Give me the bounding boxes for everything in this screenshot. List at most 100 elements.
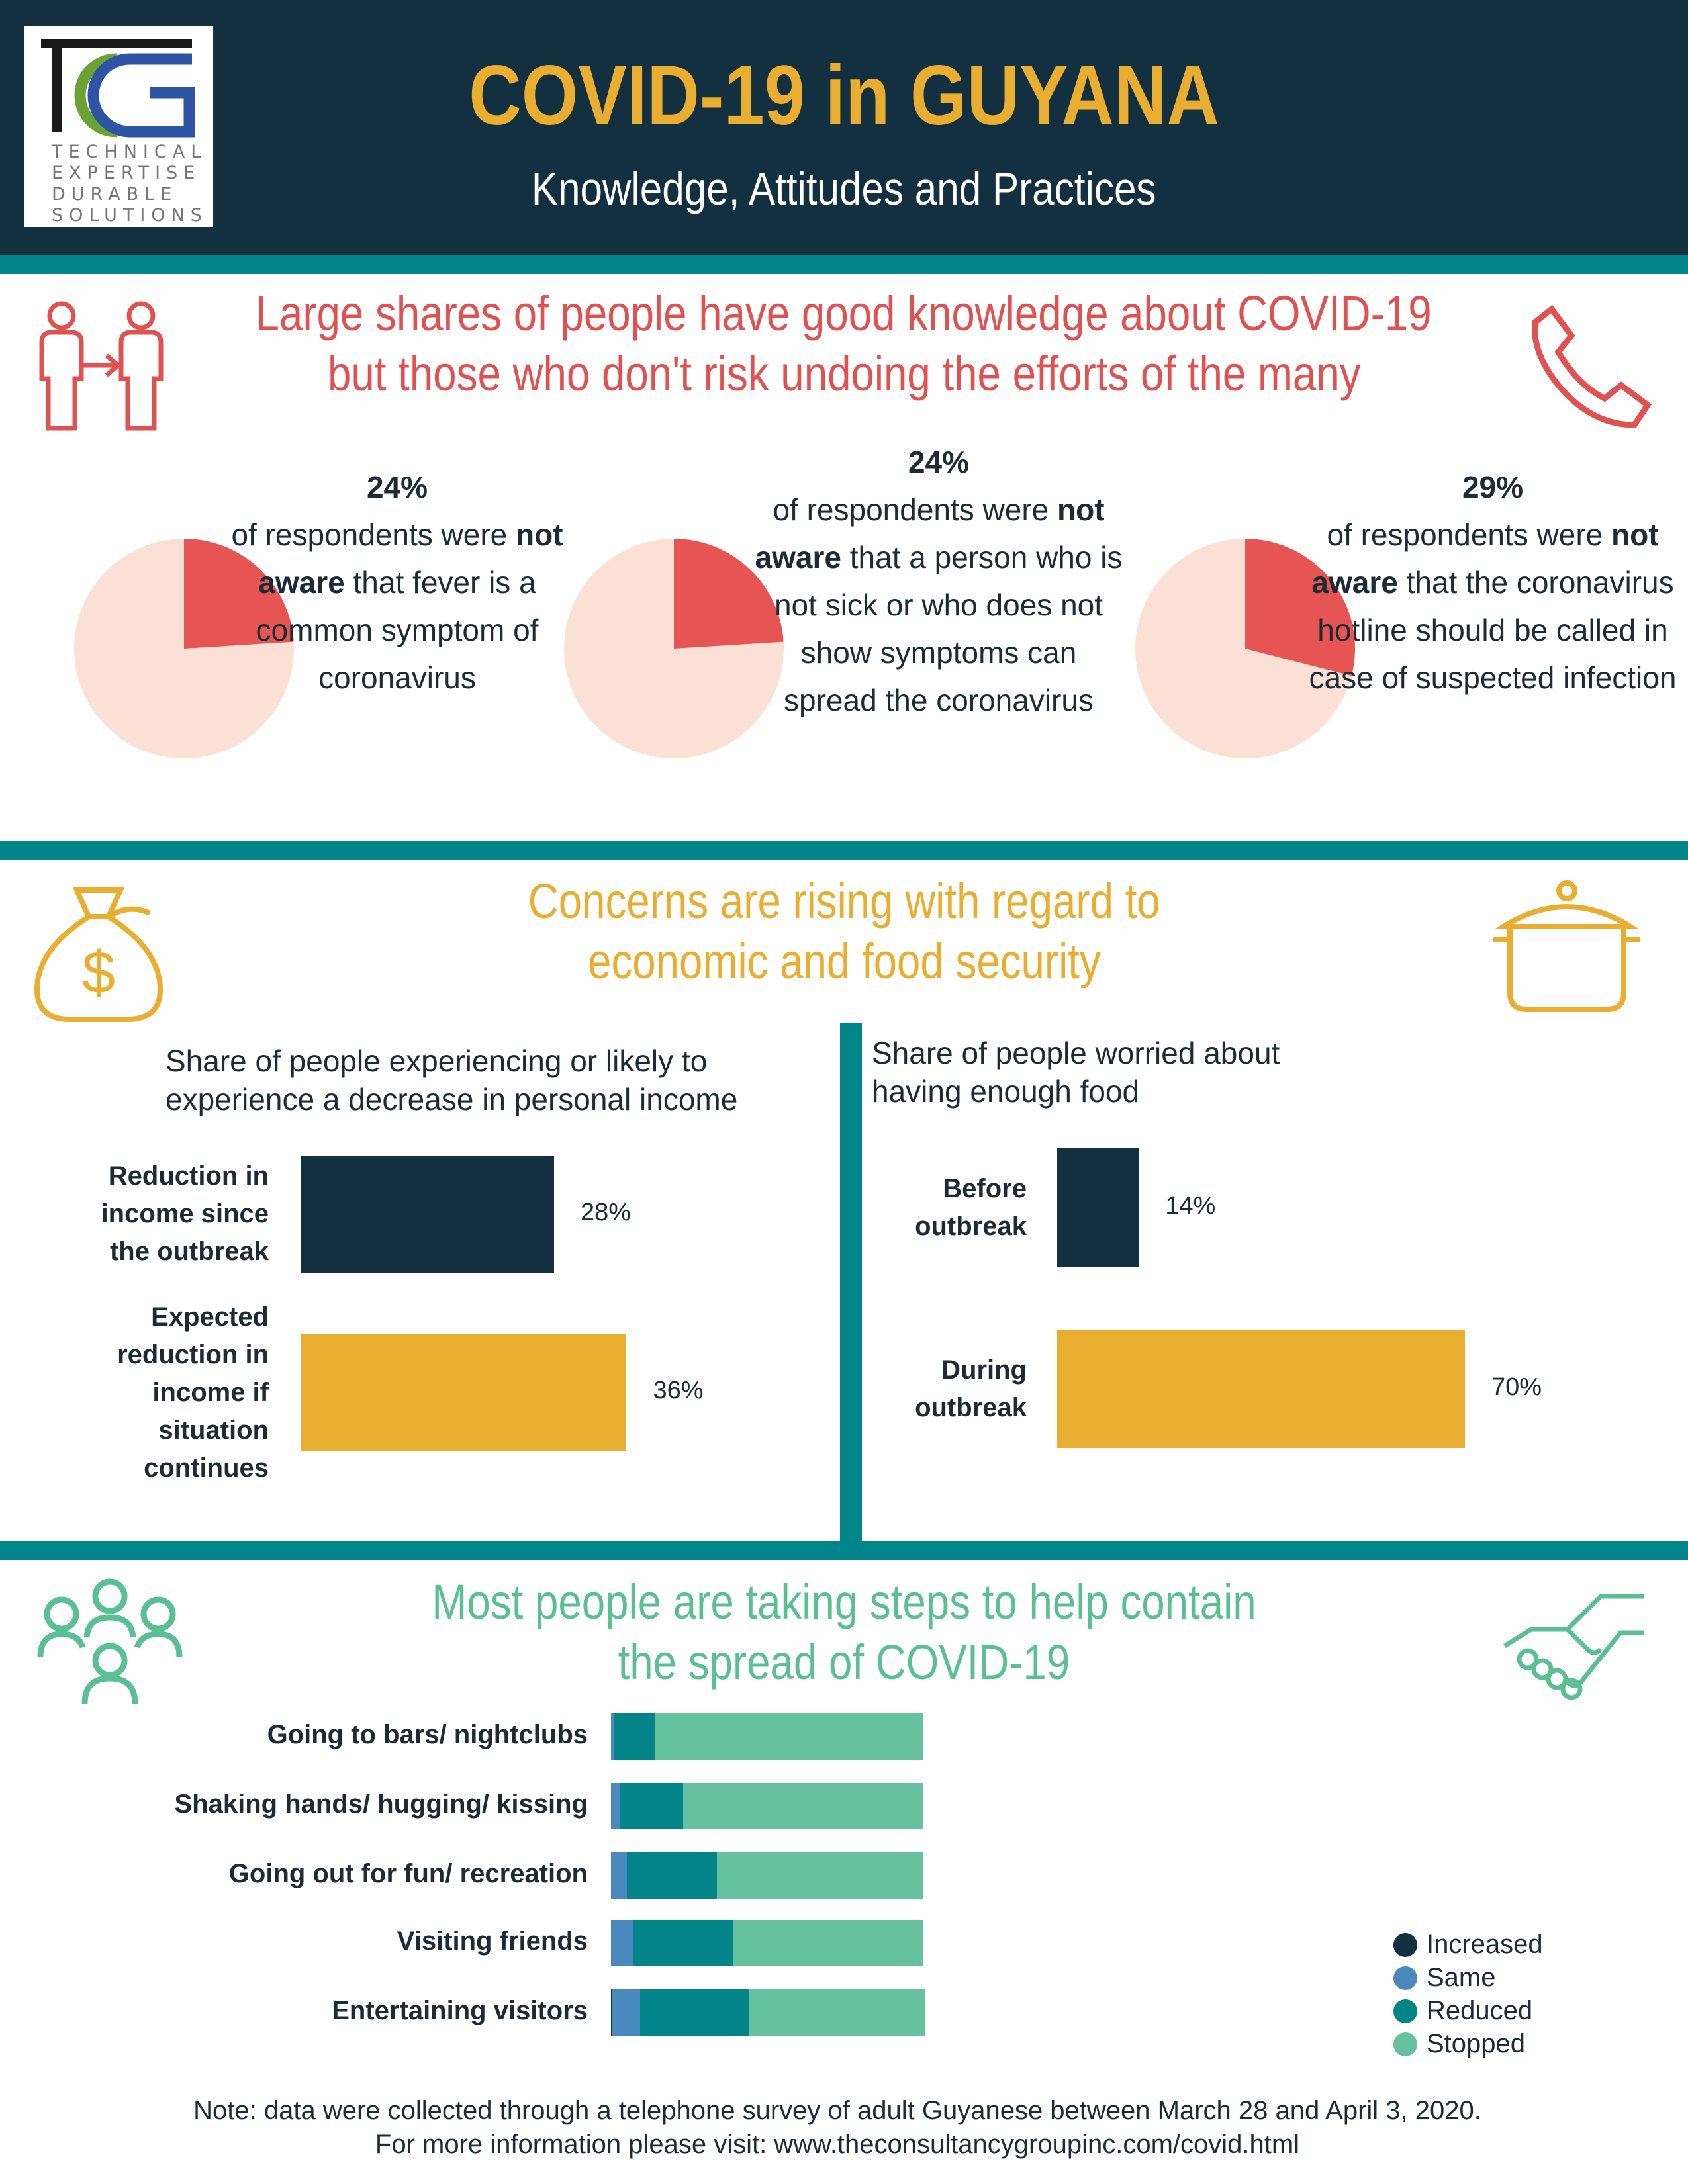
page-subtitle: Knowledge, Attitudes and Practices — [532, 163, 1156, 214]
page-title: COVID-19 in GUYANA — [469, 48, 1219, 143]
stacked-segment-same — [611, 1852, 628, 1899]
section3-headline: Most people are taking steps to help con… — [432, 1574, 1256, 1690]
caption-text: of respondents were — [231, 518, 516, 552]
svg-text:SOLUTIONS: SOLUTIONS — [52, 205, 208, 226]
caption-text: of respondents were — [773, 492, 1058, 527]
bar — [1057, 1330, 1465, 1448]
legend-label: Reduced — [1427, 1996, 1533, 2025]
pie-chart — [74, 539, 294, 758]
group-people-icon — [37, 1578, 183, 1704]
svg-text:TECHNICAL: TECHNICAL — [51, 142, 207, 162]
bar-label-line: situation — [158, 1415, 269, 1445]
bar-label-line: the outbreak — [109, 1237, 269, 1266]
divider — [0, 255, 1688, 274]
legend-swatch — [1393, 1933, 1417, 1957]
pie-caption: 24% of respondents were not aware that a … — [753, 438, 1124, 724]
bar-label-line: continues — [144, 1453, 269, 1482]
caption-emphasis: not aware — [1311, 518, 1659, 600]
svg-text:DURABLE: DURABLE — [52, 184, 177, 205]
legend-item: Stopped — [1393, 2029, 1525, 2059]
handshake-icon — [1503, 1594, 1644, 1700]
stacked-bar-label: Entertaining visitors — [332, 1996, 588, 2025]
bar-label-line: During — [941, 1355, 1027, 1385]
stacked-segment-reduced — [626, 1852, 718, 1899]
stacked-segment-same — [611, 1920, 633, 1966]
divider — [0, 841, 1688, 860]
bar — [1057, 1148, 1139, 1267]
people-transfer-icon — [39, 301, 164, 431]
bar-label-line: Expected — [151, 1302, 269, 1332]
tcg-logo: TECHNICAL EXPERTISE DURABLE SOLUTIONS — [24, 26, 213, 227]
footer-note: Note: data were collected through a tele… — [0, 2094, 1675, 2161]
stacked-bar-label: Shaking hands/ hugging/ kissing — [174, 1790, 588, 1819]
pie-chart — [1135, 539, 1355, 758]
bar-label-line: income if — [152, 1377, 269, 1407]
bar-value: 14% — [1165, 1191, 1216, 1220]
bar-label-line: reduction in — [117, 1340, 269, 1369]
pie-percent: 29% — [1462, 470, 1524, 504]
header — [0, 0, 1688, 255]
more-info-link[interactable]: For more information please visit: www.t… — [375, 2130, 1300, 2159]
bar-label-line: income since — [101, 1199, 269, 1228]
caption-text: that fever is a common symptom of corona… — [256, 565, 539, 695]
caption-text: that the coronavirus hotline should be c… — [1309, 565, 1677, 695]
stacked-bar-label: Going to bars/ nightclubs — [267, 1720, 588, 1749]
stacked-segment-stopped — [733, 1920, 924, 1966]
divider — [0, 1541, 1688, 1560]
bar-value: 36% — [653, 1377, 704, 1404]
vertical-divider — [840, 1023, 862, 1541]
legend-swatch — [1393, 1966, 1417, 1990]
stacked-segment-increased — [611, 1989, 612, 2036]
bar-label: Reduction in income since the outbreak — [101, 1158, 269, 1271]
bar-label-line: outbreak — [915, 1211, 1027, 1241]
section1-headline: Large shares of people have good knowled… — [256, 286, 1432, 401]
bar-label: Expected reduction in income if situation co… — [117, 1298, 269, 1487]
stacked-segment-reduced — [639, 1989, 750, 2036]
legend-item: Reduced — [1393, 1996, 1532, 2026]
cooking-pot-icon — [1493, 880, 1640, 1012]
bar-value: 70% — [1491, 1373, 1542, 1401]
legend-label: Stopped — [1427, 2029, 1526, 2058]
svg-text:EXPERTISE: EXPERTISE — [52, 163, 201, 183]
phone-icon — [1531, 304, 1652, 428]
stacked-segment-same — [611, 1783, 621, 1829]
stacked-bar-label: Visiting friends — [397, 1927, 588, 1956]
food-chart-title: Share of people worried about having enou… — [872, 1036, 1280, 1109]
pie-slice-not-aware — [184, 539, 294, 649]
caption-emphasis: not aware — [755, 492, 1105, 574]
pie-slice-not-aware — [1245, 539, 1355, 676]
stacked-segment-stopped — [717, 1852, 924, 1899]
bar — [301, 1334, 627, 1451]
stacked-segment-same — [611, 1713, 615, 1760]
legend-label: Increased — [1427, 1930, 1543, 1959]
caption-text: of respondents were — [1327, 518, 1612, 552]
money-bag-icon: $ — [34, 887, 164, 1022]
legend-swatch — [1393, 1999, 1417, 2023]
bar — [301, 1156, 555, 1273]
legend-item: Increased — [1393, 1930, 1543, 1960]
bar-value: 28% — [581, 1198, 632, 1226]
stacked-segment-reduced — [620, 1783, 684, 1829]
svg-text:$: $ — [82, 940, 115, 1006]
bar-label-line: Before — [943, 1173, 1027, 1203]
pie-slice-not-aware — [674, 539, 784, 649]
stacked-bar-label: Going out for fun/ recreation — [228, 1859, 588, 1888]
bar-label: Before outbreak — [915, 1170, 1027, 1246]
stacked-segment-same — [612, 1989, 641, 2036]
caption-emphasis: not aware — [258, 518, 563, 600]
stacked-segment-stopped — [682, 1783, 924, 1829]
stacked-segment-reduced — [614, 1713, 655, 1760]
caption-text: that a person who is not sick or who doe… — [774, 540, 1123, 717]
stacked-segment-reduced — [633, 1920, 733, 1966]
legend-label: Same — [1427, 1963, 1496, 1992]
pie-chart — [564, 539, 784, 758]
pie-caption: 29% of respondents were not aware that th… — [1307, 463, 1678, 702]
bar-label-line: outbreak — [915, 1392, 1027, 1422]
legend-swatch — [1393, 2032, 1417, 2056]
income-chart-title: Share of people experiencing or likely t… — [165, 1044, 738, 1116]
section2-headline: Concerns are rising with regard to econo… — [528, 874, 1160, 989]
bar-label: During outbreak — [915, 1351, 1027, 1427]
pie-percent: 24% — [366, 470, 428, 504]
bar-label-line: Reduction in — [108, 1161, 269, 1191]
stacked-segment-stopped — [749, 1989, 925, 2036]
